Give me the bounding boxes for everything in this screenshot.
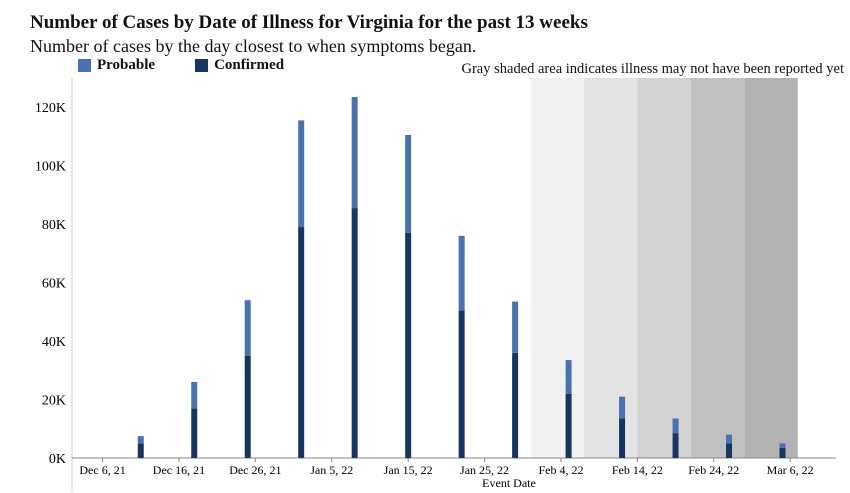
bar-confirmed [779,447,786,458]
bar-probable [137,436,144,444]
legend-swatch-probable [78,59,91,72]
bar-confirmed [405,232,412,458]
bar-confirmed [298,227,305,458]
legend-label-probable: Probable [97,57,156,73]
y-tick-label: 60K [42,277,66,292]
x-tick-label: Dec 26, 21 [229,463,281,477]
axes [71,78,836,491]
y-tick-label: 0K [49,452,66,467]
bar-confirmed [512,352,519,458]
bar-confirmed [191,408,198,458]
x-tick-label: Jan 15, 22 [384,463,433,477]
bar-probable [458,235,465,311]
y-tick-label: 80K [42,218,66,233]
bar-confirmed [672,433,679,458]
shaded-band-4 [690,78,745,458]
bar-probable [512,301,519,353]
x-tick-label: Jan 25, 22 [460,463,509,477]
bar-probable [619,396,626,419]
shaded-band-1 [530,78,584,458]
shaded-band-2 [583,78,638,458]
y-tick-label: 40K [42,335,66,350]
x-tick-label: Jan 5, 22 [310,463,353,477]
shaded-bands [530,78,798,458]
legend-label-confirmed: Confirmed [214,57,285,73]
bar-confirmed [726,443,733,458]
x-tick-label: Feb 14, 22 [612,463,663,477]
bar-confirmed [619,418,626,458]
x-tick-label: Mar 6, 22 [767,463,814,477]
bar-probable [672,418,679,434]
bar-probable [779,443,786,448]
x-axis-title: Event Date [482,476,536,490]
shaded-band-3 [637,78,691,458]
chart-subtitle: Number of cases by the day closest to wh… [30,36,477,56]
x-tick-label: Dec 16, 21 [153,463,205,477]
y-tick-labels: 0K 20K 40K 60K 80K 100K 120K [35,101,66,467]
bar-confirmed [137,443,144,458]
bar-probable [405,135,412,233]
chart-title: Number of Cases by Date of Illness for V… [30,12,588,33]
bars [137,97,786,458]
legend-swatch-confirmed [195,59,209,72]
y-tick-label: 100K [35,160,66,175]
bar-confirmed [244,355,251,458]
bar-probable [726,434,733,444]
y-tick-label: 120K [35,101,66,116]
y-tick-label: 20K [42,394,66,409]
bar-confirmed [458,310,465,458]
bar-probable [191,382,198,409]
x-tick-label: Dec 6, 21 [79,463,125,477]
bar-probable [565,360,572,394]
bar-probable [351,97,358,209]
legend-item-probable[interactable]: Probable [78,57,155,74]
legend: Probable Confirmed [78,57,284,74]
shading-note: Gray shaded area indicates illness may n… [461,61,845,77]
shaded-band-5 [744,78,798,458]
x-tick-label: Feb 24, 22 [688,463,739,477]
bar-confirmed [565,393,572,458]
bar-probable [244,300,251,356]
bar-confirmed [351,208,358,458]
bar-probable [298,120,305,228]
x-tick-labels: Dec 6, 21 Dec 16, 21 Dec 26, 21 Jan 5, 22 Ja… [79,458,814,477]
legend-item-confirmed[interactable]: Confirmed [195,57,284,74]
x-tick-label: Feb 4, 22 [538,463,583,477]
